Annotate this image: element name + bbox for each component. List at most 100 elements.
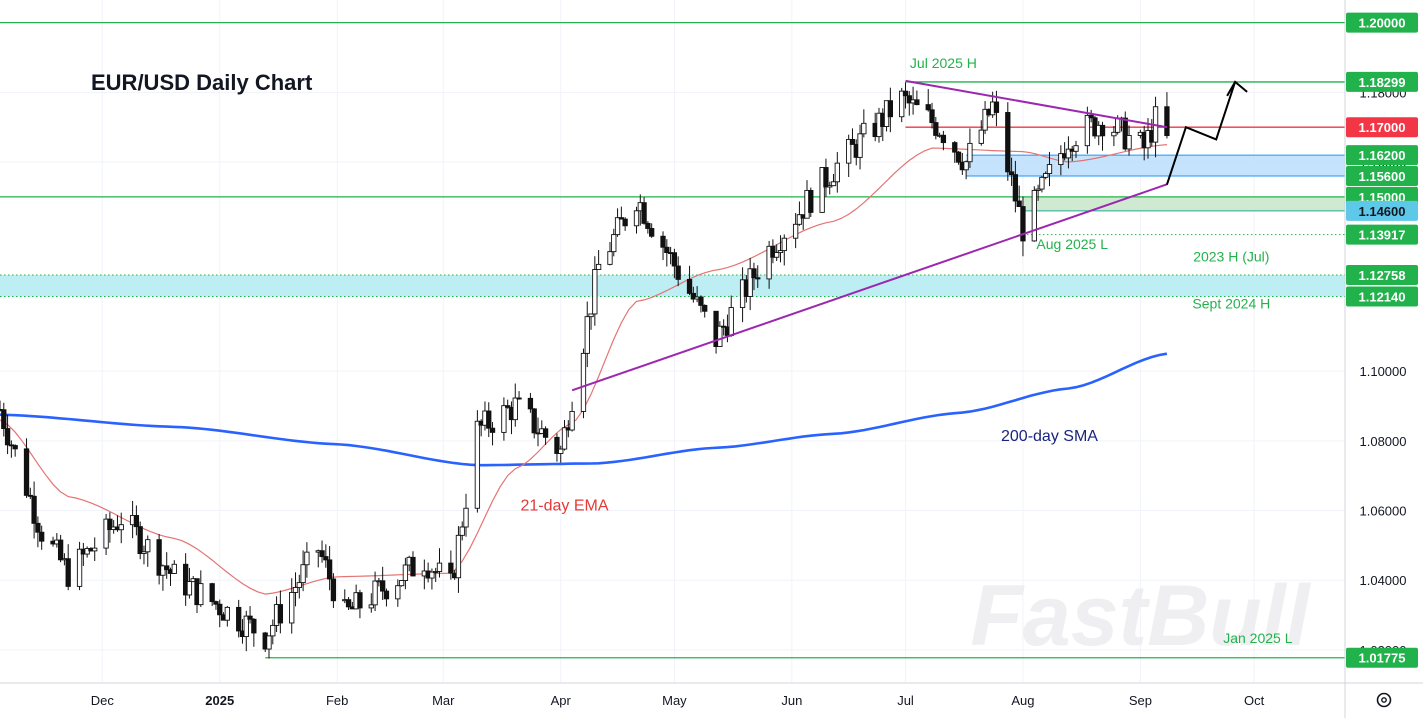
candle[interactable]: [1, 402, 7, 437]
candle[interactable]: [145, 535, 151, 567]
candle[interactable]: [846, 134, 852, 177]
candle[interactable]: [622, 217, 628, 231]
candle[interactable]: [747, 257, 753, 311]
candle[interactable]: [398, 580, 405, 587]
gear-icon[interactable]: [1376, 692, 1392, 708]
candle[interactable]: [1016, 185, 1022, 208]
candle[interactable]: [395, 579, 401, 607]
candle[interactable]: [198, 570, 204, 607]
candle[interactable]: [31, 481, 37, 539]
candle[interactable]: [595, 250, 602, 270]
candle[interactable]: [686, 265, 693, 296]
candle[interactable]: [611, 228, 617, 257]
candle[interactable]: [107, 512, 113, 543]
candle[interactable]: [372, 571, 378, 612]
candle[interactable]: [861, 109, 867, 138]
candle[interactable]: [675, 256, 681, 287]
candle[interactable]: [887, 87, 894, 133]
candle[interactable]: [319, 540, 325, 563]
candle[interactable]: [751, 262, 757, 291]
candle[interactable]: [584, 301, 590, 368]
candle[interactable]: [171, 560, 177, 574]
candle[interactable]: [516, 391, 522, 400]
candle[interactable]: [660, 231, 666, 261]
candle[interactable]: [1058, 145, 1064, 176]
candle[interactable]: [1126, 125, 1132, 156]
candle[interactable]: [808, 187, 814, 218]
candle[interactable]: [792, 212, 799, 249]
candle[interactable]: [209, 582, 215, 606]
candle[interactable]: [774, 244, 780, 261]
candle[interactable]: [819, 167, 825, 213]
candle[interactable]: [963, 160, 969, 180]
candle[interactable]: [455, 526, 462, 593]
candle[interactable]: [1012, 160, 1019, 213]
candle[interactable]: [649, 223, 655, 238]
candle[interactable]: [671, 248, 678, 279]
candle[interactable]: [633, 206, 640, 234]
candle[interactable]: [618, 206, 625, 220]
candle[interactable]: [978, 120, 984, 146]
candle[interactable]: [489, 422, 496, 446]
candle[interactable]: [1046, 151, 1053, 187]
candle[interactable]: [292, 572, 299, 607]
candle[interactable]: [755, 265, 761, 288]
candle[interactable]: [357, 589, 363, 619]
candle[interactable]: [1043, 171, 1049, 180]
candle[interactable]: [849, 128, 856, 145]
candle[interactable]: [823, 158, 829, 197]
candle[interactable]: [103, 514, 109, 555]
candle[interactable]: [830, 174, 837, 187]
candle[interactable]: [561, 420, 568, 451]
candle[interactable]: [690, 286, 696, 303]
candle[interactable]: [76, 541, 83, 591]
candle[interactable]: [796, 201, 803, 226]
candle[interactable]: [1005, 102, 1011, 181]
candle[interactable]: [65, 544, 71, 591]
candle[interactable]: [834, 152, 840, 193]
candle[interactable]: [182, 553, 189, 606]
candle[interactable]: [433, 567, 439, 582]
candle[interactable]: [383, 588, 390, 607]
candle[interactable]: [1164, 92, 1170, 139]
candle[interactable]: [1122, 111, 1128, 151]
candle[interactable]: [224, 606, 230, 627]
candle[interactable]: [57, 534, 64, 563]
candle[interactable]: [558, 445, 564, 463]
candle[interactable]: [641, 197, 647, 225]
candle[interactable]: [1065, 136, 1072, 169]
candle[interactable]: [304, 542, 310, 578]
candle[interactable]: [1020, 196, 1026, 257]
candle[interactable]: [1099, 121, 1106, 151]
candle[interactable]: [326, 546, 333, 591]
candle[interactable]: [156, 534, 162, 585]
candle[interactable]: [1008, 157, 1015, 186]
candle[interactable]: [277, 590, 284, 634]
candle[interactable]: [1035, 184, 1041, 201]
candle[interactable]: [940, 130, 947, 151]
candle[interactable]: [899, 87, 905, 123]
candle[interactable]: [1073, 140, 1079, 159]
candle[interactable]: [569, 401, 575, 432]
candle[interactable]: [664, 239, 670, 267]
candle[interactable]: [345, 597, 352, 610]
candle[interactable]: [133, 505, 140, 536]
candle[interactable]: [429, 568, 435, 590]
candle[interactable]: [967, 128, 973, 169]
candle[interactable]: [614, 208, 621, 237]
candle[interactable]: [217, 599, 223, 628]
candle[interactable]: [213, 600, 219, 610]
candle[interactable]: [914, 90, 920, 106]
candle[interactable]: [827, 181, 833, 195]
candle[interactable]: [1031, 186, 1037, 242]
candle[interactable]: [645, 221, 651, 234]
candle[interactable]: [448, 550, 454, 580]
candle[interactable]: [505, 399, 511, 409]
candle[interactable]: [955, 151, 962, 165]
candle[interactable]: [952, 140, 958, 163]
candle[interactable]: [270, 619, 276, 645]
candle[interactable]: [501, 397, 507, 441]
candle[interactable]: [92, 537, 98, 562]
candle[interactable]: [486, 402, 492, 438]
candle[interactable]: [607, 241, 613, 266]
